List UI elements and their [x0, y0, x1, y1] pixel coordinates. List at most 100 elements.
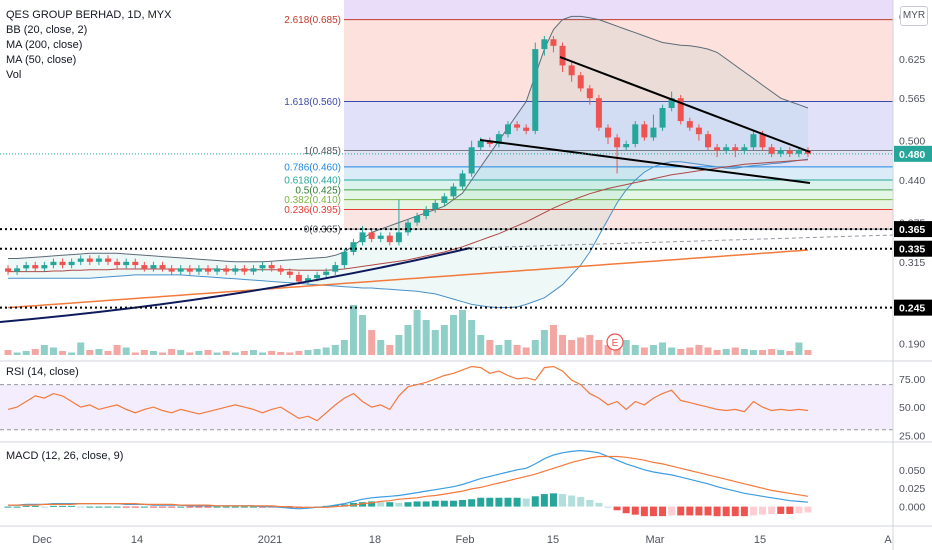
wedge-lower-line [479, 139, 811, 184]
macd-histogram-bar [731, 506, 739, 517]
volume-bar [440, 325, 448, 355]
volume-bar [131, 352, 139, 355]
candle-body [86, 258, 93, 262]
candle-body [95, 258, 102, 262]
fib-label: 1.618(0.560) [284, 97, 341, 108]
macd-histogram-bar [431, 500, 439, 507]
macd-histogram-bar [49, 505, 57, 507]
candle-body [268, 265, 275, 269]
candle-body [595, 98, 602, 128]
symbol-title: QES GROUP BERHAD, 1D, MYX [6, 9, 172, 21]
candle-body [486, 140, 493, 144]
candle-body [532, 49, 539, 131]
candle-body [768, 147, 775, 154]
macd-histogram-bar [186, 506, 194, 508]
macd-histogram-bar [577, 497, 585, 507]
fib-label: 0.786(0.460) [284, 162, 341, 173]
candle-body [123, 261, 130, 266]
volume-bar [559, 335, 567, 355]
macd-histogram-bar [195, 506, 203, 508]
macd-histogram-bar [568, 495, 576, 507]
macd-histogram-bar [522, 498, 530, 507]
vol-legend: Vol [6, 69, 22, 81]
volume-bar [795, 342, 803, 355]
macd-histogram-bar [113, 506, 121, 508]
candle-body [5, 268, 11, 272]
candle-body [259, 265, 266, 269]
macd-tick-label: 0.050 [899, 465, 925, 477]
fib-label: 0(0.365) [304, 225, 341, 236]
macd-histogram-bar [386, 502, 394, 507]
volume-bar [677, 349, 685, 355]
volume-bar [704, 347, 712, 355]
time-tick-label: Mar [646, 534, 665, 546]
volume-bar [195, 351, 203, 355]
candle-body [14, 268, 21, 272]
candle-body [777, 150, 784, 154]
volume-bar [104, 351, 112, 355]
volume-bar [204, 350, 212, 355]
volume-bar [622, 340, 630, 355]
candle-body [395, 232, 402, 243]
macd-histogram-bar [4, 506, 12, 508]
macd-histogram-bar [222, 506, 230, 508]
macd-histogram-bar [404, 502, 412, 507]
earnings-icon-label: E [612, 338, 619, 349]
volume-bar [231, 352, 239, 355]
fib-label: 0.236(0.395) [284, 205, 341, 216]
candle-body [550, 39, 557, 46]
volume-bar [413, 310, 421, 355]
volume-bar [168, 349, 176, 355]
candle-body [695, 127, 702, 135]
volume-bar [786, 351, 794, 355]
fib-zone [344, 209, 893, 230]
candle-body [514, 124, 521, 128]
volume-bar [113, 345, 121, 355]
candle-body [414, 216, 421, 223]
volume-bar [177, 350, 185, 355]
volume-bar [49, 347, 57, 355]
time-tick-label: 15 [547, 534, 559, 546]
macd-histogram-bar [168, 506, 176, 508]
rsi-tick-label: 75.00 [899, 374, 925, 386]
volume-bar [40, 345, 48, 355]
candle-body [359, 232, 366, 243]
volume-bar [540, 330, 548, 355]
macd-histogram-bar [177, 506, 185, 508]
candle-body [214, 268, 221, 272]
macd-tick-label: 0.000 [899, 502, 925, 514]
volume-bar [349, 305, 357, 355]
volume-bar [213, 352, 221, 355]
candle-body [759, 134, 766, 148]
candle-body [450, 186, 457, 197]
macd-histogram-bar [704, 506, 712, 516]
macd-histogram-bar [77, 506, 85, 508]
rsi-band [0, 384, 893, 430]
volume-bar [249, 350, 257, 355]
volume-bar [722, 349, 730, 355]
macd-histogram-bar [95, 506, 103, 508]
volume-bar [122, 347, 130, 355]
candle-body [23, 265, 30, 269]
volume-bar [577, 337, 585, 355]
macd-histogram-bar [359, 502, 367, 507]
level-label: 0.335 [899, 244, 925, 256]
candle-body [305, 278, 311, 282]
volume-bar [404, 325, 412, 355]
level-label-bg [894, 299, 932, 316]
volume-bar [331, 345, 339, 355]
signal-line [8, 455, 809, 508]
candle-body [223, 268, 230, 272]
macd-histogram-bar [695, 506, 703, 516]
volume-bar [149, 351, 157, 355]
candle-body [232, 268, 239, 272]
rsi-title: RSI (14, close) [6, 366, 79, 378]
candle-body [41, 265, 48, 269]
volume-bar [640, 347, 648, 355]
fib-label: 0.382(0.410) [284, 195, 341, 206]
currency-button[interactable]: MYR [900, 6, 928, 26]
volume-bar [604, 345, 612, 355]
candle-body [32, 265, 39, 269]
price-tick-label: 0.440 [899, 175, 925, 187]
